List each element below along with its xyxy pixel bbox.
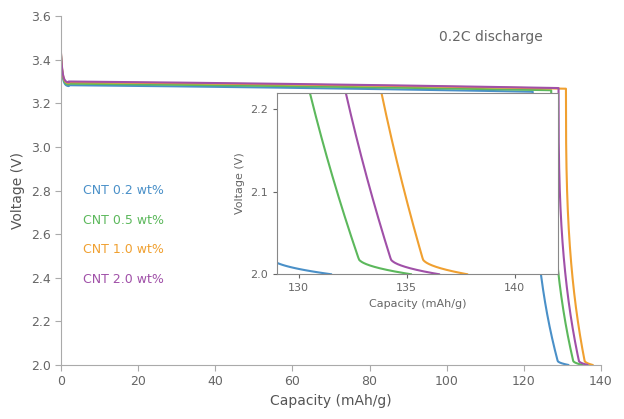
Text: CNT 1.0 wt%: CNT 1.0 wt% — [82, 243, 163, 256]
Text: 0.2C discharge: 0.2C discharge — [439, 30, 543, 44]
Text: CNT 2.0 wt%: CNT 2.0 wt% — [82, 273, 163, 286]
Text: CNT 0.2 wt%: CNT 0.2 wt% — [82, 184, 163, 197]
Y-axis label: Voltage (V): Voltage (V) — [11, 152, 25, 229]
X-axis label: Capacity (mAh/g): Capacity (mAh/g) — [270, 394, 392, 408]
Text: CNT 0.5 wt%: CNT 0.5 wt% — [82, 214, 163, 227]
